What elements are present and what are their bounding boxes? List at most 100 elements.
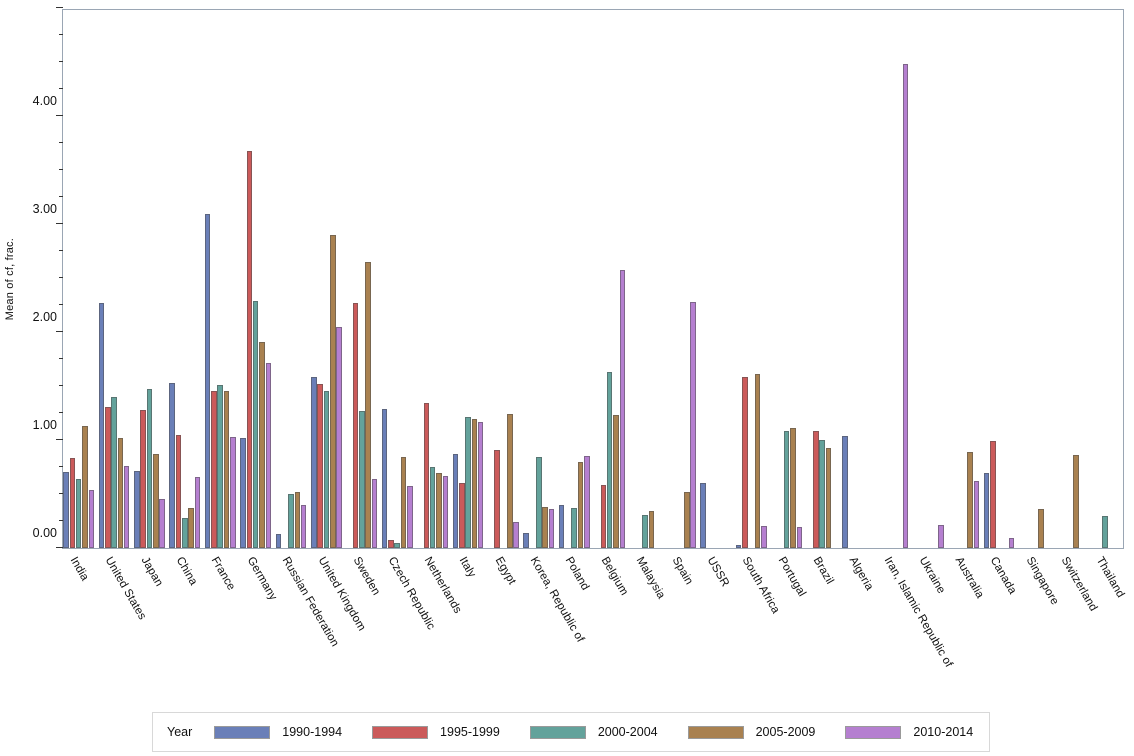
bar (194, 476, 201, 548)
y-tick-minor (59, 61, 63, 62)
bar-group (134, 10, 169, 548)
bar (967, 451, 973, 548)
y-tick-minor (59, 88, 63, 89)
legend-item[interactable]: 1995-1999 (372, 725, 500, 739)
x-tick-label: India (67, 555, 91, 584)
legend-label: 1990-1994 (282, 725, 343, 739)
y-tick-minor (59, 385, 63, 386)
legend-item[interactable]: 2010-2014 (845, 725, 973, 739)
y-tick-minor (59, 412, 63, 413)
x-tick-label: Portugal (775, 555, 808, 599)
legend-swatch (214, 725, 271, 739)
bar (506, 414, 513, 548)
bar (204, 214, 211, 548)
legend-item[interactable]: 2000-2004 (529, 725, 658, 739)
y-tick-minor (59, 34, 63, 35)
bar (336, 326, 342, 548)
bar (230, 436, 236, 548)
bar-group (877, 10, 912, 548)
legend-swatch (687, 725, 744, 739)
bar (300, 504, 307, 548)
bar (146, 389, 153, 548)
bar (159, 499, 165, 548)
x-tick-label: Spain (669, 555, 695, 587)
bar (548, 509, 555, 548)
bar-group (98, 10, 133, 548)
bar (294, 491, 301, 548)
bar (783, 431, 790, 548)
bar (523, 532, 530, 548)
bar-group (913, 10, 948, 548)
x-tick-label: Belgium (598, 555, 630, 598)
bar (259, 341, 265, 548)
x-axis-labels: India United States Japan China France German… (62, 549, 1127, 699)
x-tick-label: Thailand (1093, 555, 1127, 600)
bar (619, 270, 626, 548)
bar-group (488, 10, 523, 548)
bar (371, 478, 378, 548)
y-axis-label: Mean of cf, frac. (4, 238, 16, 321)
bar-group (311, 10, 346, 548)
y-tick-minor (59, 520, 63, 521)
bar-group (842, 10, 877, 548)
bar (275, 533, 282, 548)
bar (1073, 455, 1079, 548)
legend-items: 1990-1994 1995-1999 2000-2004 2005-2009 2010… (214, 725, 1003, 739)
bar (104, 406, 111, 548)
bar (288, 494, 294, 548)
y-tick-major (56, 439, 63, 440)
legend-label: 1995-1999 (440, 725, 500, 739)
x-tick-label: Egypt (492, 555, 518, 587)
bar-group (735, 10, 771, 548)
y-tick-major (56, 7, 63, 8)
y-tick-label: 3.00 (32, 202, 57, 216)
bar (761, 526, 767, 548)
bar (140, 409, 146, 548)
legend-label: 2010-2014 (913, 725, 974, 739)
x-tick-label: South Africa (739, 555, 782, 616)
bar (359, 410, 365, 548)
bar (123, 465, 130, 548)
bar (571, 508, 578, 548)
bar (1102, 515, 1109, 548)
bar (317, 383, 323, 548)
y-tick-major (56, 115, 63, 116)
legend-item[interactable]: 2005-2009 (687, 725, 816, 739)
bar (394, 542, 401, 548)
bar (134, 471, 140, 548)
bar (513, 522, 519, 548)
x-tick-label: USSR (704, 555, 732, 590)
x-tick-label: Switzerland (1058, 555, 1100, 614)
y-tick-minor (59, 169, 63, 170)
bar-group (1090, 10, 1125, 548)
bar (211, 391, 217, 548)
bar-group (204, 10, 240, 548)
x-tick-label: Poland (562, 555, 592, 593)
x-tick-label: Netherlands (421, 555, 464, 616)
bar (175, 434, 182, 548)
x-tick-label: Brazil (810, 555, 836, 587)
bar (790, 428, 796, 548)
bar (436, 473, 442, 548)
bar (82, 425, 88, 548)
bar-group (1054, 10, 1089, 548)
y-tick-minor (59, 304, 63, 305)
y-tick-minor (59, 493, 63, 494)
y-tick-label: 0.00 (32, 526, 57, 540)
legend-swatch (372, 725, 429, 739)
legend-label: 2000-2004 (597, 725, 658, 739)
bar (111, 396, 117, 548)
bars-container (63, 10, 1123, 548)
x-tick-label: China (173, 555, 200, 588)
bar (246, 150, 253, 548)
bar (98, 302, 105, 548)
x-tick-label: Canada (987, 555, 1019, 597)
bar (381, 408, 388, 548)
bar (754, 374, 761, 548)
plot-area: 0.001.002.003.004.005.00 (33, 7, 1124, 549)
legend-item[interactable]: 1990-1994 (214, 725, 342, 739)
legend-label: 2005-2009 (755, 725, 816, 739)
bar-group (629, 10, 664, 548)
bar (558, 504, 565, 548)
bar (217, 384, 224, 548)
